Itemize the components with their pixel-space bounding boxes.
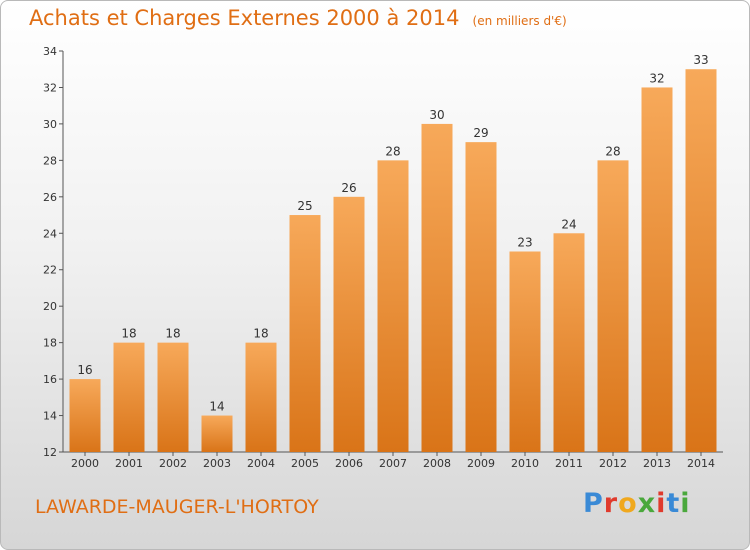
bar-2003 <box>201 415 233 452</box>
bar-2006 <box>333 196 365 452</box>
data-label: 30 <box>429 108 444 122</box>
bar-2004 <box>245 342 277 452</box>
x-tick-label: 2003 <box>203 457 231 470</box>
data-label: 25 <box>297 199 312 213</box>
x-tick-label: 2011 <box>555 457 583 470</box>
logo-letter: P <box>583 488 604 519</box>
bar-2008 <box>421 123 453 452</box>
chart-axes: 12 14 16 18 20 22 24 26 28 30 32 34 <box>43 45 723 459</box>
x-tick-label: 2004 <box>247 457 275 470</box>
x-tick-label: 2010 <box>511 457 539 470</box>
x-tick-label: 2014 <box>687 457 715 470</box>
y-tick-label: 14 <box>43 410 57 423</box>
y-tick-label: 30 <box>43 118 57 131</box>
bar-2013 <box>641 87 673 453</box>
chart-labels: 2000 16 2001 18 2002 18 2003 14 2004 18 2005 25 2006… <box>71 53 715 470</box>
logo-letter: i <box>656 488 667 519</box>
location-name: LAWARDE-MAUGER-L'HORTOY <box>35 496 319 518</box>
bar-2007 <box>377 160 409 452</box>
data-label: 28 <box>385 144 400 158</box>
y-tick-label: 12 <box>43 446 57 459</box>
logo-letter: i <box>680 488 691 519</box>
chart-title-block: Achats et Charges Externes 2000 à 2014 (… <box>29 6 567 30</box>
data-label: 26 <box>341 181 356 195</box>
x-tick-label: 2012 <box>599 457 627 470</box>
bar-2005 <box>289 215 321 452</box>
y-tick-label: 22 <box>43 264 57 277</box>
proxiti-logo: Proxiti <box>583 488 691 519</box>
bar-2010 <box>509 251 541 452</box>
data-label: 18 <box>165 327 180 341</box>
data-label: 33 <box>693 53 708 67</box>
logo-letter: t <box>666 488 681 519</box>
x-tick-label: 2002 <box>159 457 187 470</box>
x-tick-label: 2009 <box>467 457 495 470</box>
x-tick-label: 2000 <box>71 457 99 470</box>
data-label: 32 <box>649 71 664 85</box>
bar-2014 <box>685 69 717 453</box>
logo-letter: o <box>618 488 638 519</box>
y-tick-label: 34 <box>43 45 57 58</box>
logo-letter: x <box>637 488 657 519</box>
y-tick-label: 26 <box>43 191 57 204</box>
chart-bars <box>69 69 717 453</box>
x-tick-label: 2007 <box>379 457 407 470</box>
data-label: 28 <box>605 144 620 158</box>
x-tick-label: 2005 <box>291 457 319 470</box>
logo-letter: r <box>603 488 619 519</box>
bar-2009 <box>465 142 497 453</box>
data-label: 24 <box>561 217 576 231</box>
x-tick-label: 2006 <box>335 457 363 470</box>
y-tick-label: 28 <box>43 154 57 167</box>
bar-2002 <box>157 342 189 452</box>
y-tick-label: 24 <box>43 227 57 240</box>
x-tick-label: 2008 <box>423 457 451 470</box>
y-tick-label: 32 <box>43 81 57 94</box>
data-label: 29 <box>473 126 488 140</box>
bar-2012 <box>597 160 629 452</box>
data-label: 16 <box>77 363 92 377</box>
chart-subtitle: (en milliers d'€) <box>472 14 567 28</box>
data-label: 18 <box>121 327 136 341</box>
y-tick-label: 18 <box>43 337 57 350</box>
data-label: 14 <box>209 400 224 414</box>
x-tick-label: 2001 <box>115 457 143 470</box>
y-tick-label: 16 <box>43 373 57 386</box>
data-label: 18 <box>253 327 268 341</box>
bar-2000 <box>69 379 101 452</box>
bar-2001 <box>113 342 145 452</box>
bar-2011 <box>553 233 585 452</box>
x-tick-label: 2013 <box>643 457 671 470</box>
y-tick-label: 20 <box>43 300 57 313</box>
data-label: 23 <box>517 236 532 250</box>
chart-title: Achats et Charges Externes 2000 à 2014 <box>29 6 460 30</box>
